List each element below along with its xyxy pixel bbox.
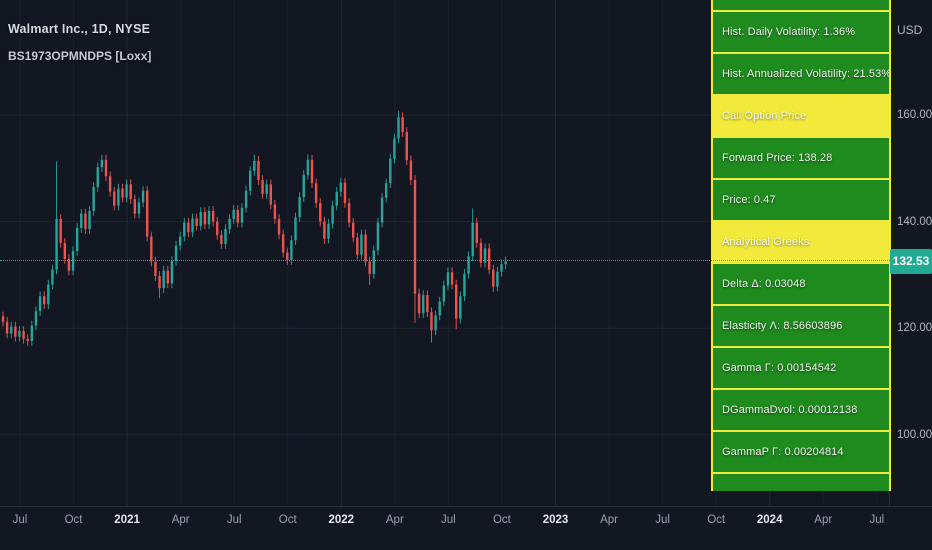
symbol-title[interactable]: Walmart Inc., 1D, NYSE bbox=[8, 22, 151, 36]
time-axis-label: Apr bbox=[814, 514, 833, 526]
indicator-table-row bbox=[713, 474, 889, 491]
indicator-table-row: Gamma Γ: 0.00154542 bbox=[713, 348, 889, 388]
indicator-table-row: Elasticity Λ: 8.56603896 bbox=[713, 306, 889, 346]
time-axis[interactable]: Jul Oct 2021 Apr Jul Oct 2022 Apr Jul Oct 2023 Apr J… bbox=[0, 506, 932, 550]
price-axis-label: 140.00 bbox=[897, 215, 932, 228]
indicator-table-row: GammaP Γ: 0.00204814 bbox=[713, 432, 889, 472]
indicator-table: Hist. Daily Volatility: 1.36% Hist. Annua… bbox=[711, 0, 891, 491]
time-axis-label: Jul bbox=[12, 514, 28, 526]
time-axis-label: Apr bbox=[600, 514, 618, 526]
indicator-table-row: Analytical Greeks bbox=[713, 222, 889, 262]
time-axis-separator bbox=[0, 506, 932, 507]
price-axis-label: 120.00 bbox=[897, 322, 932, 335]
indicator-table-row: Hist. Daily Volatility: 1.36% bbox=[713, 12, 889, 52]
indicator-title[interactable]: BS1973OPMNDPS [Loxx] bbox=[8, 49, 152, 63]
time-axis-label: Oct bbox=[492, 514, 511, 526]
time-axis-label: Apr bbox=[171, 514, 190, 526]
time-axis-label: 2024 bbox=[756, 514, 783, 526]
time-axis-label: Jul bbox=[226, 514, 242, 526]
indicator-table-row: Forward Price: 138.28 bbox=[713, 138, 889, 178]
time-axis-label: Oct bbox=[278, 514, 297, 526]
time-axis-label: Oct bbox=[707, 514, 726, 526]
time-axis-label: Oct bbox=[64, 514, 83, 526]
time-axis-label: 2021 bbox=[114, 514, 140, 526]
time-axis-label: Jul bbox=[655, 514, 670, 526]
time-axis-label: 2022 bbox=[328, 514, 355, 526]
price-axis-label: 100.00 bbox=[897, 428, 932, 441]
time-axis-label: Jul bbox=[869, 514, 885, 526]
indicator-table-row: Call Option Price bbox=[713, 96, 889, 136]
currency-label: USD bbox=[897, 23, 923, 37]
indicator-table-row bbox=[713, 0, 889, 10]
pane-legend: Walmart Inc., 1D, NYSE BS1973OPMNDPS [Lo… bbox=[8, 22, 151, 63]
price-axis[interactable]: USD 160.00 140.00 120.00 100.00 bbox=[890, 0, 932, 506]
time-axis-label: Apr bbox=[385, 514, 404, 526]
last-price-badge: 132.53 bbox=[890, 248, 932, 274]
indicator-table-row: Delta Δ: 0.03048 bbox=[713, 264, 889, 304]
indicator-table-row: DGammaDvol: 0.00012138 bbox=[713, 390, 889, 430]
time-axis-label: 2023 bbox=[542, 514, 569, 526]
indicator-table-row: Hist. Annualized Volatility: 21.53% bbox=[713, 54, 889, 94]
price-axis-label: 160.00 bbox=[897, 109, 932, 121]
indicator-table-row: Price: 0.47 bbox=[713, 180, 889, 220]
time-axis-label: Jul bbox=[441, 514, 456, 526]
